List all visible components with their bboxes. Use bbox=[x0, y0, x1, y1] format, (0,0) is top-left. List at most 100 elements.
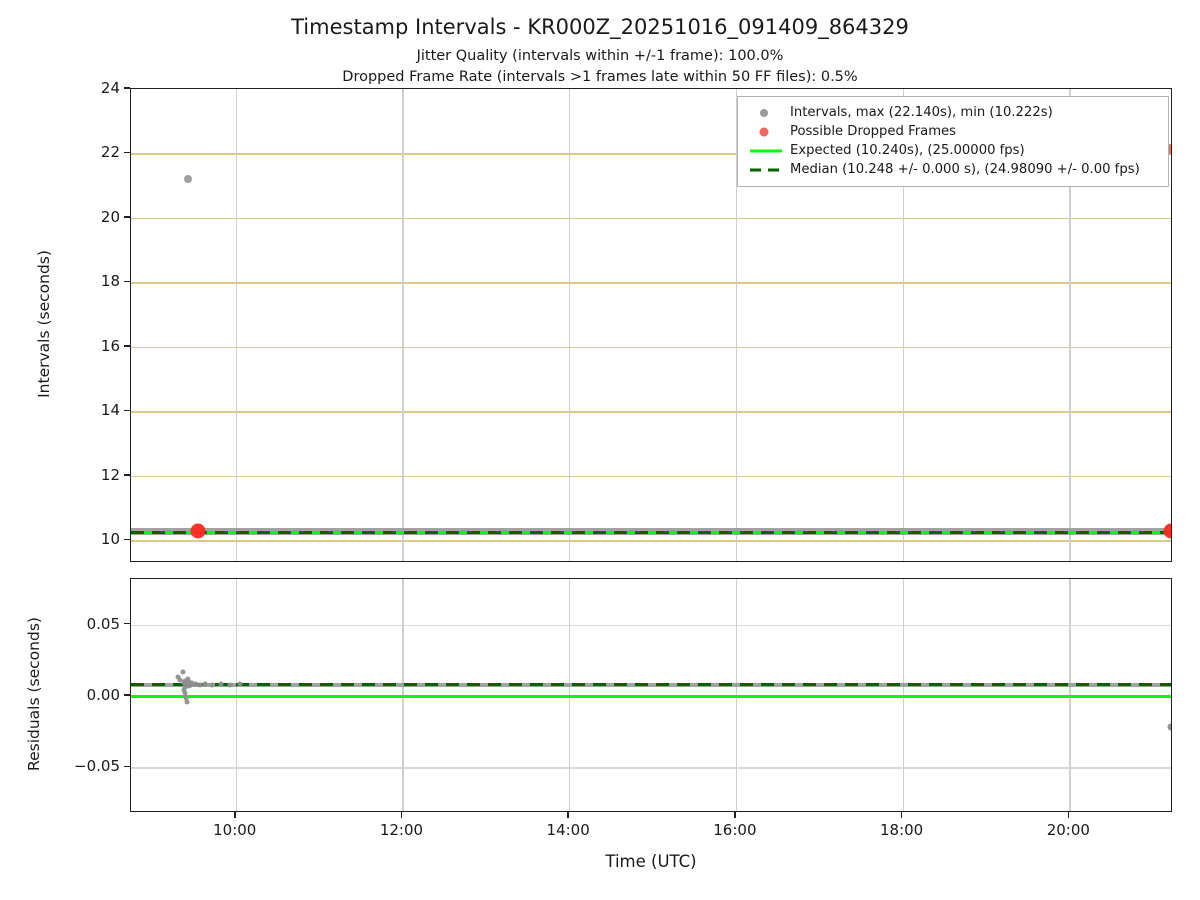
y-tick-mark bbox=[124, 622, 130, 625]
x-tick-mark bbox=[900, 812, 903, 818]
gridline-horizontal bbox=[131, 282, 1171, 284]
gridline-vertical bbox=[235, 89, 238, 561]
residual-point bbox=[183, 695, 189, 701]
y-tick-label: 22 bbox=[100, 143, 120, 162]
gridline-horizontal bbox=[131, 411, 1171, 413]
legend-entry: Possible Dropped Frames bbox=[746, 122, 1160, 141]
y-tick-label: −0.05 bbox=[74, 757, 120, 776]
residual-point bbox=[197, 682, 203, 688]
y-tick-label: 16 bbox=[100, 336, 120, 355]
legend-entry: Median (10.248 +/- 0.000 s), (24.98090 +… bbox=[746, 160, 1160, 179]
chart-subtitle-dropped: Dropped Frame Rate (intervals >1 frames … bbox=[342, 69, 858, 85]
gridline-vertical bbox=[569, 89, 571, 561]
x-axis-label: Time (UTC) bbox=[605, 852, 697, 871]
residual-point bbox=[184, 699, 190, 705]
residual-point bbox=[193, 681, 199, 687]
x-tick-label: 18:00 bbox=[879, 821, 924, 839]
y-tick-mark bbox=[124, 280, 130, 283]
legend-entry: Intervals, max (22.140s), min (10.222s) bbox=[746, 103, 1160, 122]
residual-point bbox=[218, 681, 224, 687]
x-tick-mark bbox=[233, 812, 236, 818]
residual-point bbox=[182, 690, 188, 696]
residual-point bbox=[227, 682, 233, 688]
intervals-y-axis-label: Intervals (seconds) bbox=[35, 250, 53, 398]
median-line bbox=[131, 530, 1171, 534]
gridline-vertical bbox=[735, 89, 738, 561]
residual-point bbox=[237, 681, 243, 687]
dropped-frame-marker bbox=[1163, 523, 1171, 539]
y-tick-mark bbox=[124, 151, 130, 154]
residual-point bbox=[177, 677, 183, 683]
x-tick-label: 20:00 bbox=[1046, 821, 1090, 839]
gridline-horizontal bbox=[131, 767, 1171, 769]
dropped-frame-marker bbox=[190, 523, 206, 539]
y-tick-label: 0.05 bbox=[86, 614, 120, 633]
legend-entry: Expected (10.240s), (25.00000 fps) bbox=[746, 141, 1160, 160]
chart-legend: Intervals, max (22.140s), min (10.222s) P… bbox=[737, 96, 1169, 187]
legend-marker bbox=[746, 122, 790, 141]
y-tick-label: 18 bbox=[100, 272, 120, 291]
legend-marker bbox=[746, 160, 790, 179]
y-tick-mark bbox=[124, 409, 130, 412]
x-tick-label: 16:00 bbox=[713, 821, 757, 839]
legend-label: Expected (10.240s), (25.00000 fps) bbox=[790, 143, 1025, 158]
legend-marker bbox=[746, 103, 790, 122]
y-tick-mark bbox=[124, 216, 130, 218]
y-tick-label: 0.00 bbox=[86, 686, 120, 704]
gridline-horizontal bbox=[131, 475, 1171, 478]
residual-point bbox=[175, 674, 181, 680]
dot-red-icon bbox=[759, 127, 769, 136]
median-line bbox=[131, 683, 1171, 687]
gridline-vertical bbox=[902, 89, 904, 561]
residual-point bbox=[180, 669, 186, 675]
line-dashed-darkgreen-icon bbox=[750, 168, 782, 171]
chart-title: Timestamp Intervals - KR000Z_20251016_09… bbox=[291, 15, 909, 39]
residual-point bbox=[186, 683, 192, 689]
gridline-horizontal bbox=[131, 153, 1171, 155]
y-tick-label: 12 bbox=[100, 465, 120, 484]
x-tick-mark bbox=[1067, 812, 1070, 818]
x-tick-label: 10:00 bbox=[213, 821, 257, 839]
legend-label: Possible Dropped Frames bbox=[790, 124, 957, 139]
residuals-y-axis-label: Residuals (seconds) bbox=[25, 617, 43, 771]
y-tick-mark bbox=[124, 694, 130, 696]
y-tick-mark bbox=[124, 538, 130, 541]
residual-point bbox=[181, 687, 187, 693]
x-tick-mark bbox=[400, 812, 403, 818]
x-tick-mark bbox=[734, 812, 736, 818]
residual-point bbox=[209, 682, 215, 688]
residual-point bbox=[189, 680, 195, 686]
y-tick-label: 10 bbox=[100, 530, 120, 549]
dot-gray-icon bbox=[760, 108, 768, 117]
y-tick-mark bbox=[124, 345, 130, 347]
gridline-vertical bbox=[402, 89, 404, 561]
y-tick-label: 14 bbox=[100, 401, 120, 420]
residual-point bbox=[184, 680, 190, 686]
gridline-horizontal bbox=[131, 540, 1171, 542]
gridline-horizontal bbox=[131, 217, 1171, 220]
y-tick-label: 20 bbox=[100, 207, 120, 226]
chart-subtitle-jitter: Jitter Quality (intervals within +/-1 fr… bbox=[416, 48, 784, 64]
y-tick-mark bbox=[124, 765, 130, 768]
residual-outlier bbox=[1167, 723, 1171, 731]
gridline-horizontal bbox=[131, 624, 1171, 626]
x-tick-mark bbox=[567, 812, 569, 818]
y-tick-mark bbox=[124, 474, 130, 476]
line-solid-green-icon bbox=[750, 149, 782, 152]
legend-label: Intervals, max (22.140s), min (10.222s) bbox=[790, 105, 1053, 120]
residuals-plot-area bbox=[130, 578, 1172, 812]
expected-line bbox=[131, 694, 1171, 698]
y-tick-mark bbox=[124, 87, 130, 89]
x-tick-label: 12:00 bbox=[379, 821, 424, 839]
gridline-horizontal bbox=[131, 346, 1171, 349]
residual-point bbox=[202, 681, 208, 687]
residual-point bbox=[186, 679, 192, 685]
y-tick-label: 24 bbox=[100, 79, 120, 97]
legend-marker bbox=[746, 141, 790, 160]
legend-label: Median (10.248 +/- 0.000 s), (24.98090 +… bbox=[790, 162, 1140, 177]
x-tick-label: 14:00 bbox=[546, 821, 590, 839]
residual-point bbox=[185, 676, 191, 682]
gridline-vertical bbox=[1069, 89, 1071, 561]
residual-point bbox=[182, 684, 188, 690]
